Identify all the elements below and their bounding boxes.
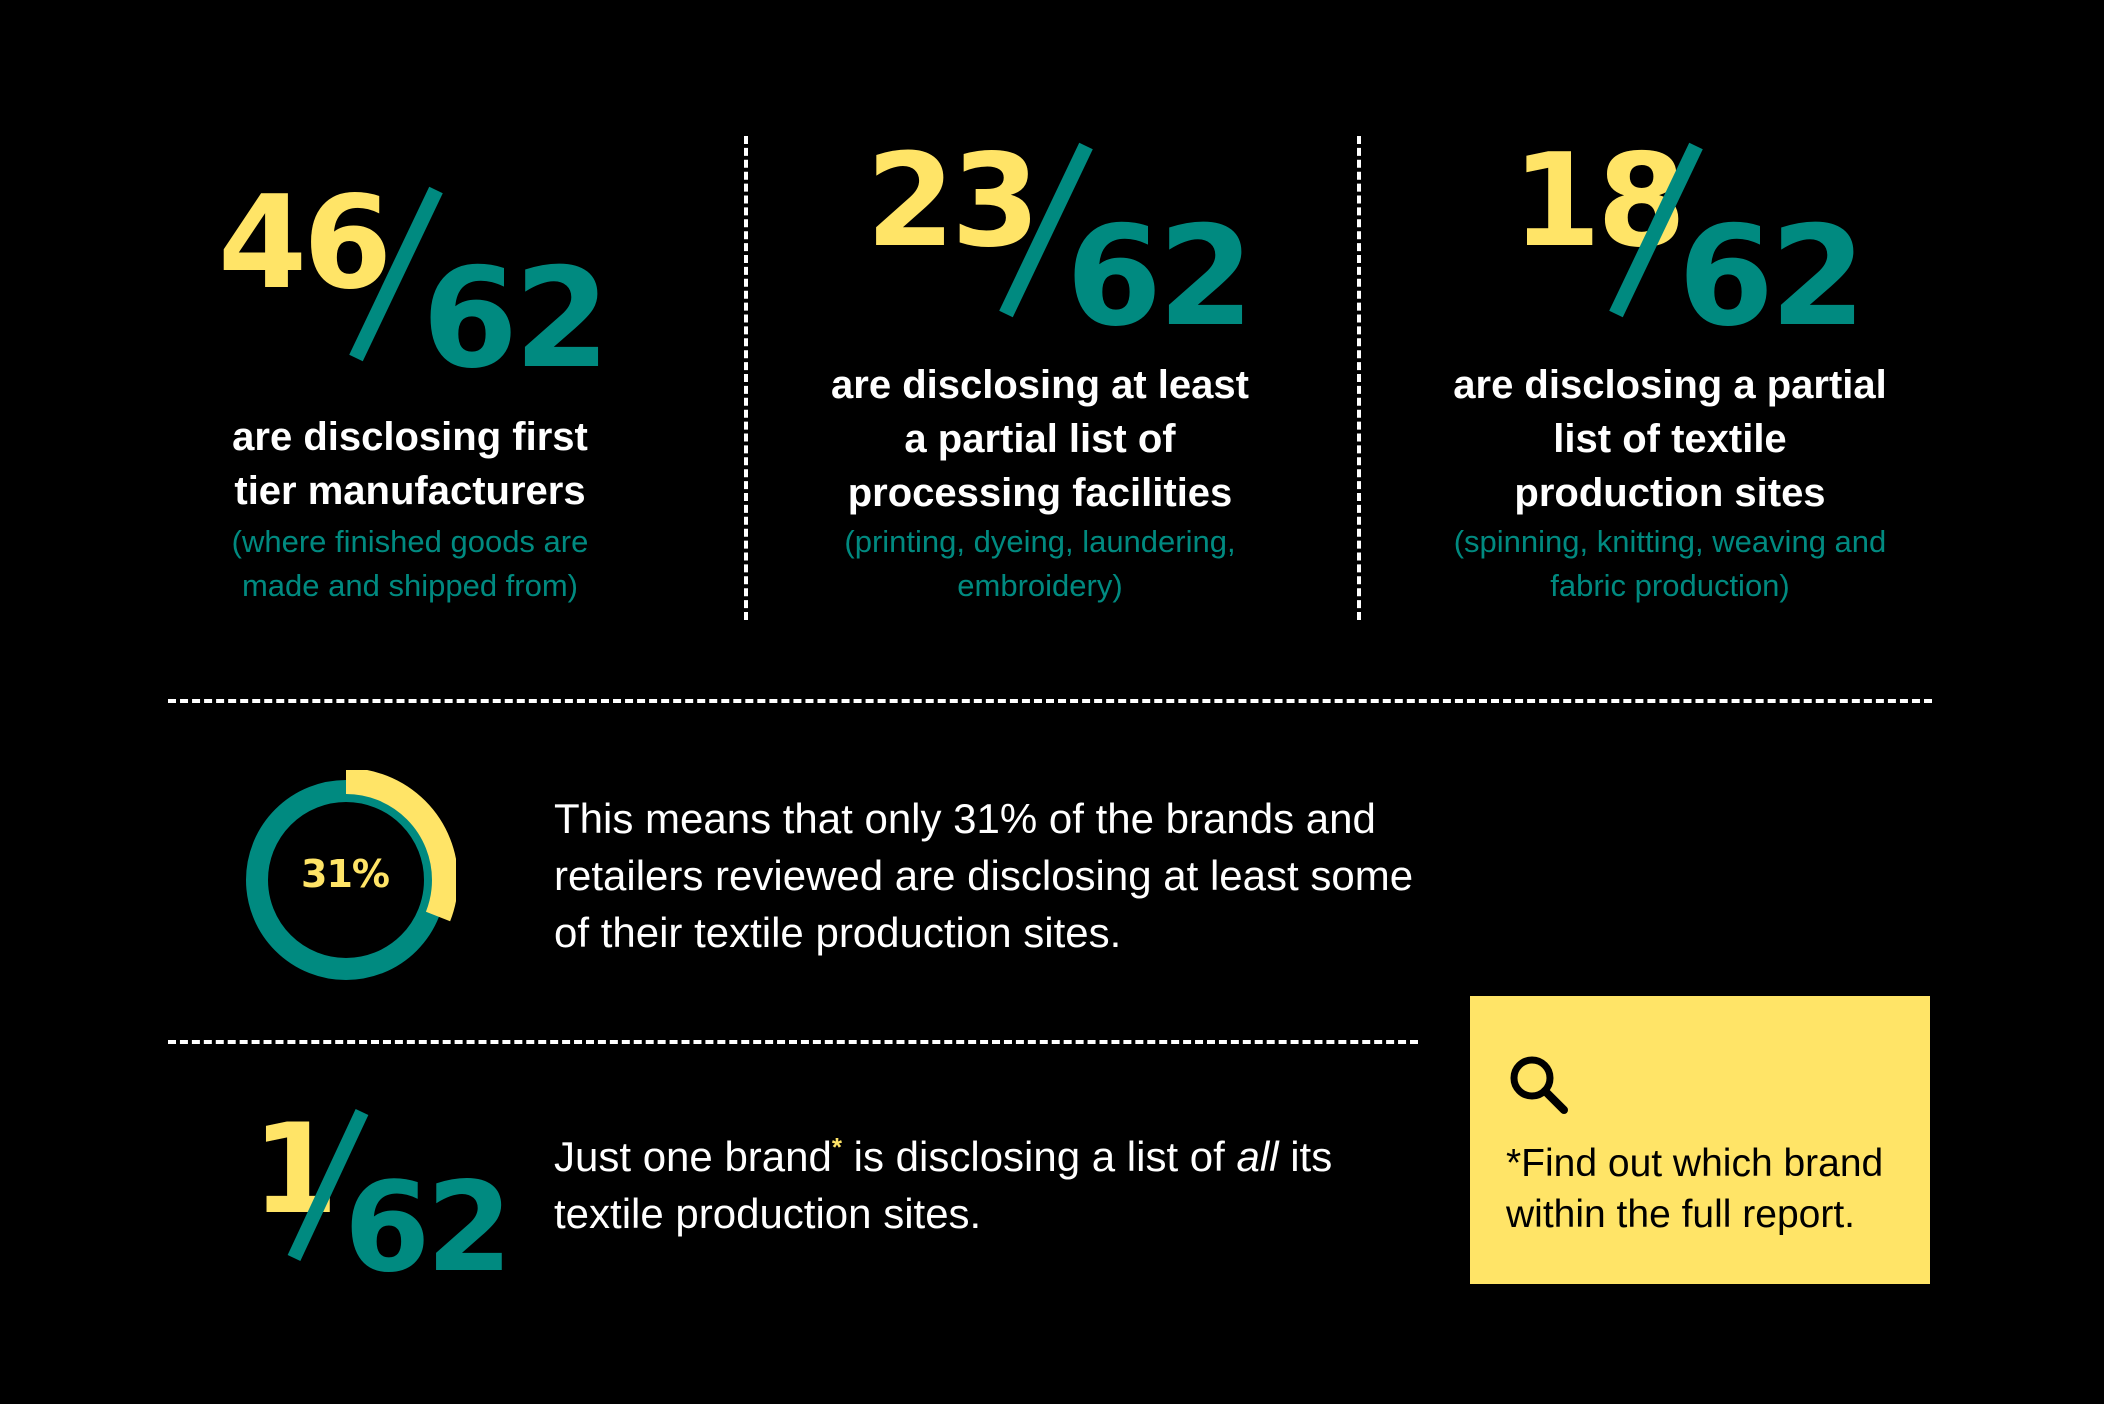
divider-horizontal-2 [168, 1040, 1418, 1044]
fraction-slash-icon [1609, 142, 1703, 318]
donut-progress-arc [236, 770, 456, 990]
divider-horizontal-1 [168, 699, 1932, 703]
report-callout[interactable]: *Find out which brand within the full re… [1470, 996, 1930, 1284]
stat-3-detail: (spinning, knitting, weaving and fabric … [1453, 524, 1887, 603]
one-brand-text-middle: is disclosing a list of [842, 1133, 1237, 1180]
percent-label: 31% [301, 852, 390, 896]
fraction-slash-icon [349, 186, 443, 362]
one-brand-text-start: Just one brand [554, 1133, 832, 1180]
one-brand-numerator: 1 [252, 1098, 338, 1242]
fraction-slash-icon [287, 1109, 369, 1261]
stat-1-numerator: 46 [218, 169, 392, 318]
one-brand-text-end: its textile production sites. [554, 1133, 1333, 1237]
callout-text: *Find out which brand within the full re… [1506, 1142, 1884, 1236]
stat-3-headline: are disclosing a partial list of textile… [1453, 363, 1887, 515]
fraction-slash-icon [999, 142, 1093, 318]
stat-2-numerator: 23 [866, 127, 1040, 276]
stat-2-detail: (printing, dyeing, laundering, embroider… [844, 524, 1236, 603]
divider-vertical-2 [1357, 136, 1361, 620]
stat-3-denominator: 62 [1678, 196, 1866, 357]
asterisk-marker: * [831, 1132, 842, 1162]
one-brand-emphasis: all [1236, 1133, 1279, 1180]
stat-1-headline: are disclosing first tier manufacturers [232, 415, 588, 513]
percent-donut [236, 770, 456, 990]
stat-2-denominator: 62 [1066, 196, 1254, 357]
stat-1-detail: (where finished goods are made and shipp… [231, 524, 589, 603]
stat-2-headline: are disclosing at least a partial list o… [831, 363, 1249, 515]
stat-1-denominator: 62 [422, 238, 610, 399]
summary-text: This means that only 31% of the brands a… [554, 795, 1414, 956]
one-brand-text: Just one brand* is disclosing a list of … [554, 1128, 1374, 1242]
one-brand-denominator: 62 [344, 1156, 513, 1300]
divider-vertical-1 [744, 136, 748, 620]
magnifier-icon [1510, 1056, 1568, 1114]
